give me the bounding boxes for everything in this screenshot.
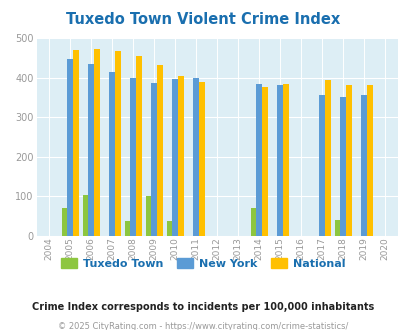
Bar [115,51,120,236]
Bar [94,49,99,236]
Bar [130,78,136,236]
Bar [250,208,256,236]
Bar [324,80,330,236]
Text: © 2025 CityRating.com - https://www.cityrating.com/crime-statistics/: © 2025 CityRating.com - https://www.city… [58,322,347,330]
Bar [366,85,372,236]
Bar [67,59,73,236]
Bar [62,208,67,236]
Bar [339,97,345,236]
Bar [109,72,115,236]
Bar [261,87,267,236]
Bar [145,196,151,236]
Legend: Tuxedo Town, New York, National: Tuxedo Town, New York, National [56,254,349,273]
Bar [360,95,366,236]
Bar [256,84,261,236]
Bar [73,50,79,236]
Bar [172,79,177,236]
Bar [83,195,88,236]
Bar [151,83,157,236]
Bar [198,82,204,236]
Bar [277,85,282,236]
Bar [334,220,339,236]
Bar [124,221,130,236]
Bar [345,85,351,236]
Bar [157,65,162,236]
Bar [193,78,198,236]
Text: Crime Index corresponds to incidents per 100,000 inhabitants: Crime Index corresponds to incidents per… [32,302,373,312]
Bar [88,64,94,236]
Text: Tuxedo Town Violent Crime Index: Tuxedo Town Violent Crime Index [66,12,339,26]
Bar [282,84,288,236]
Bar [177,76,183,236]
Bar [166,221,172,236]
Bar [136,56,141,236]
Bar [319,95,324,236]
